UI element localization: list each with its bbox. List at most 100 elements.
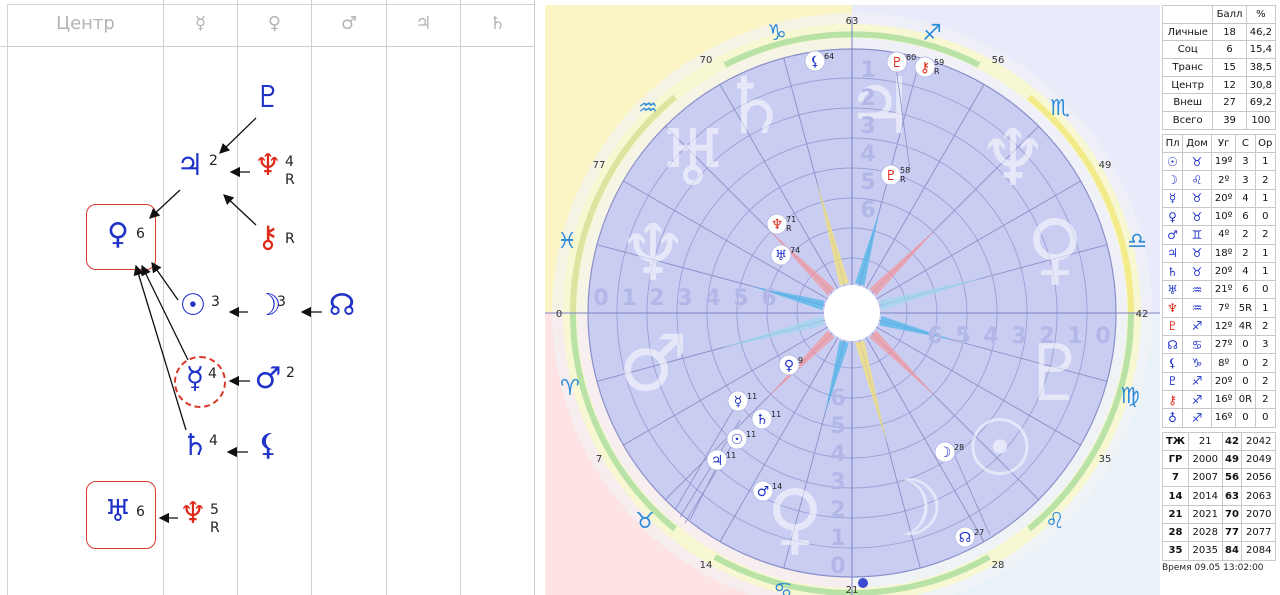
neptune-count: 5	[210, 502, 219, 518]
planet-table-row[interactable]: ♇ ♐ 20º 0 2	[1161, 371, 1277, 391]
aries-icon[interactable]: ♈	[560, 376, 580, 401]
column-header-jupiter[interactable]: ♃	[415, 12, 432, 34]
planet-marker-glyph: ⚷	[920, 60, 930, 76]
neptune-glyph[interactable]: ♆	[179, 496, 207, 531]
column-header-center[interactable]: Центр	[56, 12, 115, 34]
house-num-left: 4	[705, 286, 720, 311]
house-num-top: 1	[860, 58, 875, 83]
jupiter-glyph[interactable]: ♃	[176, 148, 204, 183]
mercury-glyph[interactable]: ☿	[185, 361, 205, 396]
house-num-right: 3	[1011, 324, 1026, 349]
planet-table-row[interactable]: ♃ ♉ 18º 2 1	[1161, 243, 1277, 263]
sign-glyph-cell: ♋	[1182, 335, 1213, 355]
planet-marker-number: 71	[786, 215, 796, 224]
chiron-glyph[interactable]: ⚷	[257, 220, 279, 255]
planet-table-row[interactable]: ♁ ♐ 16º 0 0	[1161, 408, 1277, 428]
chart-planet-marker[interactable]: ♅ 74	[770, 244, 800, 266]
chart-spoke	[719, 337, 839, 542]
sun-glyph[interactable]: ☉	[179, 288, 207, 323]
libra-icon[interactable]: ♎	[1127, 229, 1147, 254]
chart-svg[interactable]: ♄ ♃ ♅ ♆ ♆ ♀ ♂ ♇ ♀ ☽ ☉ 1 2 3 4 5 6 0 1 2 …	[545, 5, 1160, 595]
planet-glyph-cell: ♁	[1161, 408, 1184, 428]
chart-planet-marker[interactable]: ⚸ 64	[804, 50, 834, 72]
planet-table-cell: 4º	[1211, 225, 1237, 245]
cancer-icon[interactable]: ♋	[773, 579, 793, 595]
planet-table-row[interactable]: ♆ ♒ 7º 5R 1	[1161, 298, 1277, 318]
chart-planet-marker[interactable]: ♀ 9	[778, 354, 803, 376]
pluto-retro-glyph[interactable]: ♆	[254, 148, 282, 183]
planet-table-cell: 0	[1235, 408, 1256, 428]
planet-table-row[interactable]: ♅ ♒ 21º 6 0	[1161, 280, 1277, 300]
leo-icon[interactable]: ♌	[1045, 509, 1065, 534]
planet-table-row[interactable]: ⚸ ♑ 8º 0 2	[1161, 353, 1277, 373]
saturn-glyph[interactable]: ♄	[181, 428, 209, 463]
sagittarius-icon[interactable]: ♐	[922, 21, 942, 46]
planet-marker-glyph: ♂	[757, 484, 770, 500]
chart-planet-marker[interactable]: ♃ 11	[706, 449, 736, 471]
pisces-icon[interactable]: ♓	[557, 229, 577, 254]
house-num-left: 1	[621, 286, 636, 311]
node-glyph[interactable]: ☊	[328, 288, 356, 323]
chart-planet-marker[interactable]: ♄ 11	[751, 408, 781, 430]
planet-glyph-cell: ☿	[1161, 188, 1184, 209]
planet-marker-bg	[752, 480, 774, 502]
chart-spoke	[623, 180, 828, 300]
planet-table-row[interactable]: ♇ ♐ 12º 4R 2	[1161, 316, 1277, 337]
year-table-cell: 7	[1162, 468, 1189, 488]
chart-planet-marker[interactable]: ☉ 11	[726, 428, 756, 450]
column-header-mercury[interactable]: ☿	[194, 12, 207, 34]
degree-label: 28	[992, 560, 1005, 571]
chart-planet-marker[interactable]: ♇ 58R	[880, 164, 910, 186]
chart-planet-marker[interactable]: ♂ 14	[752, 480, 782, 502]
degree-label: 42	[1136, 309, 1149, 320]
planet-table-header: Дом	[1182, 133, 1213, 154]
column-header-mars[interactable]: ♂	[340, 12, 358, 34]
planet-table-cell: 1	[1254, 188, 1277, 209]
capricorn-icon[interactable]: ♑	[767, 21, 787, 46]
virgo-icon[interactable]: ♍	[1120, 384, 1140, 409]
planet-marker-number: 59	[934, 58, 944, 67]
sign-glyph-cell: ♉	[1182, 243, 1213, 263]
year-table-cell: 2077	[1241, 523, 1276, 543]
planet-marker-retro: R	[934, 67, 940, 76]
aquarius-icon[interactable]: ♒	[638, 96, 658, 121]
planet-table-cell: 12º	[1211, 316, 1237, 337]
planet-table-row[interactable]: ☉ ♉ 19º 3 1	[1161, 152, 1277, 172]
lilith-glyph[interactable]: ⚸	[257, 428, 279, 463]
chart-planet-marker[interactable]: ♆ 71R	[766, 213, 796, 235]
planet-table-row[interactable]: ♂ ♊ 4º 2 2	[1161, 225, 1277, 245]
aspect-star-ray	[767, 330, 835, 398]
scorpio-icon[interactable]: ♏	[1050, 96, 1070, 121]
planet-table-row[interactable]: ☿ ♉ 20º 4 1	[1161, 188, 1277, 209]
planet-table-row[interactable]: ⚷ ♐ 16º 0R 2	[1161, 389, 1277, 410]
planet-table-row[interactable]: ☽ ♌ 2º 3 2	[1161, 170, 1277, 190]
planet-marker-bg	[880, 164, 902, 186]
planet-marker-glyph: ☽	[939, 445, 952, 461]
house-num-right: 0	[1095, 324, 1110, 349]
planet-marker-number: 11	[747, 392, 757, 401]
natal-chart[interactable]: ♄ ♃ ♅ ♆ ♆ ♀ ♂ ♇ ♀ ☽ ☉ 1 2 3 4 5 6 0 1 2 …	[545, 5, 1160, 595]
column-header-venus[interactable]: ♀	[267, 12, 282, 34]
planet-table-cell: 27º	[1211, 335, 1237, 355]
moon-glyph[interactable]: ☽	[254, 288, 282, 323]
taurus-icon[interactable]: ♉	[635, 509, 655, 534]
planet-table-row[interactable]: ♀ ♉ 10º 6 0	[1161, 206, 1277, 227]
uranus-glyph[interactable]: ♅	[104, 494, 132, 529]
planet-table-row[interactable]: ☊ ♋ 27º 0 3	[1161, 335, 1277, 355]
mars-glyph[interactable]: ♂	[254, 361, 282, 396]
pluto-retro-flag: R	[285, 172, 295, 188]
planet-table-cell: 3	[1254, 335, 1277, 355]
chart-planet-marker[interactable]: ⚷ 59R	[914, 56, 944, 78]
planet-marker-number: 14	[772, 482, 782, 491]
chart-planet-marker[interactable]: ☊ 27	[954, 526, 984, 548]
planet-marker-bg	[886, 51, 908, 73]
chart-planet-marker[interactable]: ♇ 60	[886, 51, 916, 73]
svg-text:♆: ♆	[618, 209, 688, 299]
column-header-saturn[interactable]: ♄	[489, 12, 506, 34]
chart-planet-marker[interactable]: ☿ 11	[727, 390, 757, 412]
chart-planet-marker[interactable]: ☽ 28	[934, 441, 964, 463]
pluto-glyph[interactable]: ♇	[254, 80, 282, 115]
planet-marker-glyph: ♄	[756, 412, 769, 428]
planet-table-row[interactable]: ♄ ♉ 20º 4 1	[1161, 261, 1277, 282]
venus-glyph[interactable]: ♀	[107, 217, 129, 252]
